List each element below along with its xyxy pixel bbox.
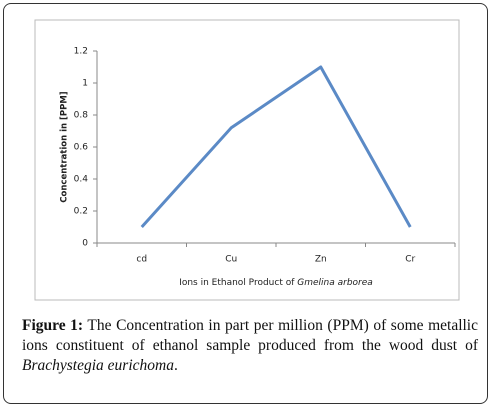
- chart-box: [34, 19, 460, 301]
- x-tick-label: Cr: [405, 255, 415, 265]
- y-tick-label: 0: [82, 239, 88, 249]
- figure-frame: [3, 3, 488, 404]
- y-tick-label: 0.4: [74, 175, 89, 185]
- x-axis-title-text: Ions in Ethanol Product of: [179, 278, 295, 288]
- y-tick-label: 0.8: [74, 111, 89, 121]
- y-tick-label: 1: [82, 79, 88, 89]
- x-tick-label: Cu: [225, 255, 237, 265]
- y-tick-label: 0.2: [74, 207, 88, 217]
- caption-label: Figure 1:: [22, 317, 84, 334]
- y-axis-title: Concentration in [PPM]: [60, 91, 70, 203]
- caption-species: Brachystegia eurichoma: [22, 357, 174, 374]
- x-axis-title: Ions in Ethanol Product of Gmelina arbor…: [179, 278, 373, 288]
- y-tick-label: 0.6: [74, 143, 89, 153]
- x-tick-label: Zn: [315, 255, 327, 265]
- caption-end: .: [173, 357, 178, 374]
- x-tick-label: cd: [136, 255, 147, 265]
- x-axis-title-italic: Gmelina arborea: [297, 278, 373, 288]
- caption: Figure 1: The Concentration in part per …: [22, 316, 478, 376]
- y-tick-label: 1.2: [74, 47, 88, 57]
- caption-text: The Concentration in part per million (P…: [22, 317, 478, 354]
- chart: Concentration in [PPM] Ions in Ethanol P…: [34, 19, 460, 301]
- data-line: [140, 65, 412, 229]
